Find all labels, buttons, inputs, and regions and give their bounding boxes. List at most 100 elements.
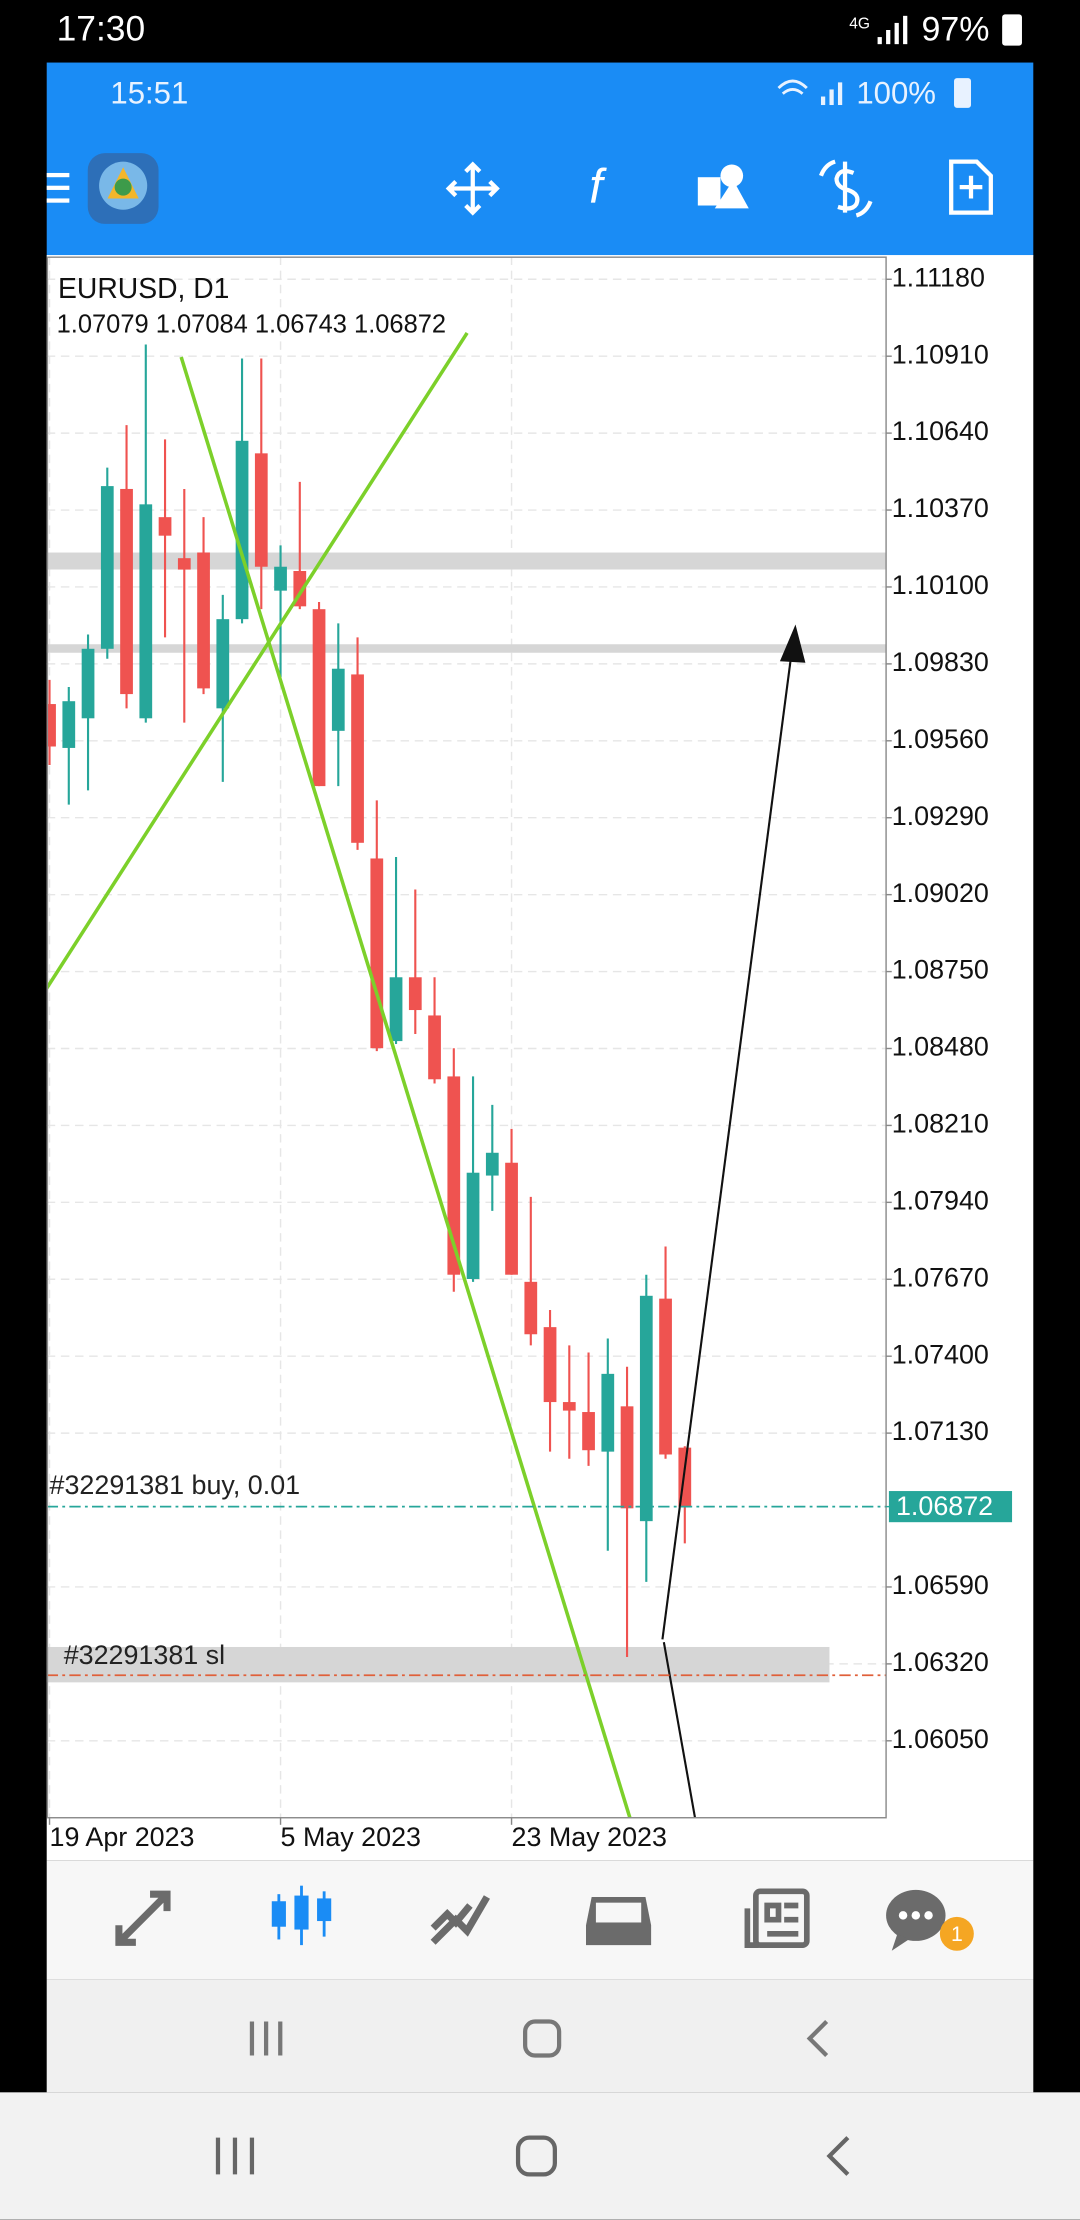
candle-body: [428, 1015, 441, 1080]
candle-body: [524, 1281, 538, 1335]
candle-body: [62, 701, 76, 748]
y-tick-label: 1.09290: [892, 801, 989, 831]
bottom-toolbar: [46, 1860, 1034, 1980]
candle-body: [447, 1076, 461, 1275]
candle-body: [659, 1298, 672, 1455]
y-tick-label: 1.10100: [892, 570, 989, 600]
battery-icon: [1002, 14, 1022, 46]
x-tick-label: 23 May 2023: [512, 1822, 667, 1852]
y-tick-label: 1.07130: [892, 1416, 989, 1446]
candle-body: [100, 486, 114, 649]
order-label: #32291381 sl: [64, 1640, 225, 1670]
candle-body: [312, 609, 326, 787]
candle-body: [505, 1162, 518, 1275]
chart-ohlc: 1.07079 1.07084 1.06743 1.06872: [57, 311, 446, 339]
chat-tab[interactable]: [886, 1889, 974, 1951]
candle-body: [254, 453, 268, 567]
trendline: [46, 331, 469, 990]
y-tick-label: 1.09830: [892, 647, 989, 677]
app-logo[interactable]: [87, 153, 159, 224]
candle-body: [139, 504, 153, 719]
candle-body: [389, 977, 403, 1042]
x-axis: 19 Apr 2023 5 May 2023 23 May 2023: [48, 1817, 667, 1852]
app-signal-icon: [820, 82, 843, 106]
arrow-line: [661, 644, 794, 1640]
candle-body: [601, 1373, 615, 1452]
wifi-icon: [777, 79, 808, 95]
candle-body: [351, 674, 364, 843]
trendline: [179, 356, 632, 1818]
y-tick-label: 1.11180: [892, 262, 985, 292]
chart-tab[interactable]: [271, 1885, 332, 1946]
candle-body: [331, 668, 345, 731]
network-type: 4G: [849, 15, 870, 32]
chat-badge: 1: [951, 1923, 963, 1946]
signal-icon: [877, 15, 908, 45]
price-zone: [46, 644, 887, 653]
order-label: #32291381 buy, 0.01: [50, 1470, 301, 1500]
candle-body: [158, 517, 172, 536]
candle-body: [216, 619, 230, 709]
price-zone: [46, 552, 887, 570]
y-tick-label: 1.06590: [892, 1570, 989, 1600]
app-header: [46, 62, 1034, 257]
candle-body: [408, 977, 422, 1011]
objects-tool[interactable]: [697, 164, 749, 209]
crosshair-tool[interactable]: [445, 161, 500, 216]
y-axis: 1.11180 1.10910 1.10640 1.10370 1.10100 1.098…: [886, 262, 989, 1754]
y-tick-label: 1.08750: [892, 955, 989, 985]
quotes-tab[interactable]: [115, 1890, 171, 1946]
x-tick-label: 5 May 2023: [281, 1822, 421, 1852]
recents-button[interactable]: [215, 2137, 255, 2175]
x-tick-label: 19 Apr 2023: [50, 1822, 195, 1852]
candle-body: [274, 566, 287, 591]
y-tick-label: 1.08480: [892, 1032, 989, 1062]
candle-body: [620, 1406, 634, 1509]
candle-body: [485, 1152, 499, 1176]
news-tab[interactable]: [744, 1888, 810, 1948]
chart-title: EURUSD, D1: [58, 272, 229, 304]
app-battery-icon: [954, 78, 972, 108]
y-tick-label: 1.06320: [892, 1647, 989, 1677]
price-tag: [888, 1491, 1013, 1523]
app-battery: 100%: [856, 75, 936, 110]
y-tick-label: 1.06050: [892, 1724, 989, 1754]
y-tick-label: 1.10910: [892, 339, 989, 369]
history-tab[interactable]: [586, 1896, 652, 1946]
y-tick-label: 1.10640: [892, 416, 989, 446]
arrow-head: [779, 624, 806, 663]
sl-band: [46, 1646, 830, 1683]
trade-tab[interactable]: [430, 1895, 490, 1945]
outer-nav-buttons: [215, 2135, 850, 2177]
plot-border: [46, 256, 887, 1819]
candle-body: [120, 488, 133, 695]
plot-area: [46, 256, 887, 1818]
candle-body: [235, 440, 249, 620]
inner-nav-bar: [46, 1979, 1034, 2093]
new-order-tool[interactable]: [949, 159, 993, 215]
outer-nav-bar: [0, 2092, 1080, 2220]
candle-body: [81, 648, 95, 719]
y-tick-label: 1.09020: [892, 878, 989, 908]
back-button[interactable]: [826, 2136, 850, 2176]
candle-body: [370, 858, 384, 1049]
candle-body: [46, 704, 56, 747]
device-battery: 97%: [921, 10, 989, 48]
device-time: 17:30: [57, 10, 146, 49]
trade-tool[interactable]: [818, 159, 873, 218]
y-tick-label: 1.09560: [892, 724, 989, 754]
price-tag-label: 1.06872: [896, 1491, 993, 1521]
candle-body: [177, 558, 191, 570]
candle-body: [197, 552, 210, 689]
home-button[interactable]: [515, 2135, 557, 2177]
candle-body: [466, 1172, 480, 1279]
menu-button[interactable]: [46, 172, 70, 203]
candle-body: [543, 1327, 557, 1403]
arrow-line: [662, 1642, 697, 1818]
inner-nav-buttons: [249, 2019, 829, 2058]
y-tick-label: 1.07670: [892, 1262, 989, 1292]
y-tick-label: 1.07940: [892, 1185, 989, 1215]
candle-body: [562, 1402, 576, 1411]
